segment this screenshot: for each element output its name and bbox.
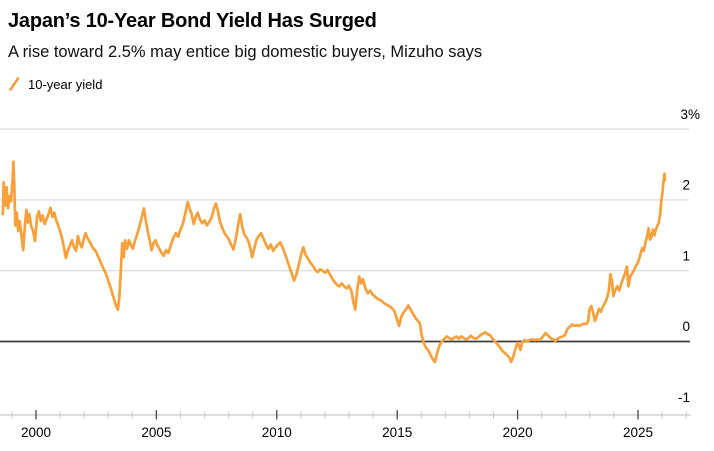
x-tick-label: 2020 xyxy=(503,425,533,440)
legend-label: 10-year yield xyxy=(28,76,103,92)
legend: 10-year yield xyxy=(8,76,706,92)
yield-line-series xyxy=(1,160,667,364)
x-tick-label: 2010 xyxy=(262,425,292,440)
x-tick-label: 2005 xyxy=(141,425,171,440)
y-tick-label: 3% xyxy=(680,107,700,122)
y-tick-label: 2 xyxy=(682,178,690,193)
legend-slash-icon xyxy=(9,77,20,91)
x-tick-label: 2000 xyxy=(21,425,51,440)
x-tick-label: 2015 xyxy=(382,425,412,440)
chart-header: Japan’s 10-Year Bond Yield Has Surged A … xyxy=(8,0,706,92)
y-tick-label: 1 xyxy=(682,248,690,263)
chart-subtitle: A rise toward 2.5% may entice big domest… xyxy=(8,43,483,61)
x-tick-label: 2025 xyxy=(623,425,653,440)
y-tick-label: -1 xyxy=(678,390,690,405)
y-tick-label: 0 xyxy=(682,319,690,334)
chart-title: Japan’s 10-Year Bond Yield Has Surged xyxy=(8,10,377,32)
